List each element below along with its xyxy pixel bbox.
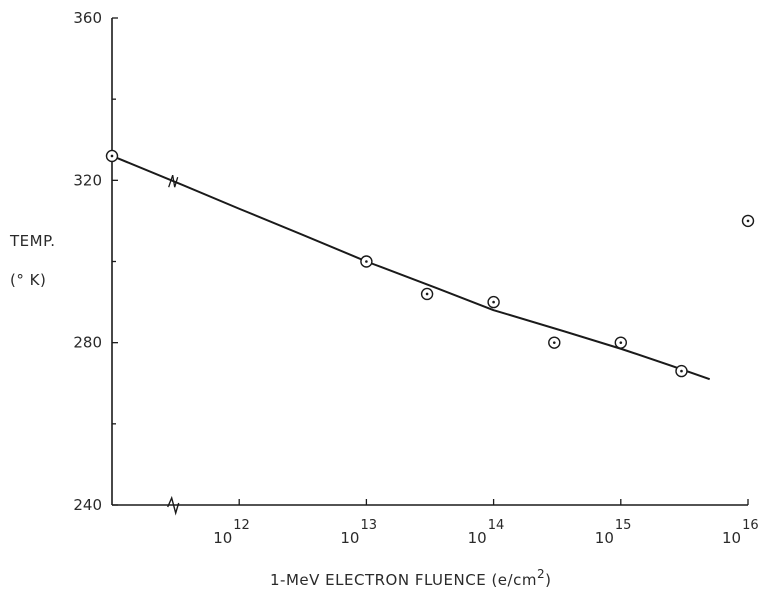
x-axis-ticks: 1012 1013 1014 1015 1016 [213, 499, 759, 547]
x-axis-title-main: 1-MeV ELECTRON FLUENCE (e/cm [270, 571, 537, 589]
y-tick-label: 240 [73, 496, 102, 514]
y-axis-title-line1: TEMP. [9, 232, 56, 250]
axes [111, 18, 748, 516]
data-point-dot [552, 341, 556, 344]
y-axis-title-line2: (° K) [10, 271, 46, 289]
data-point-dot [619, 341, 623, 344]
x-tick-label: 1013 [340, 518, 377, 547]
data-point-dot [110, 154, 114, 158]
data-point [105, 149, 119, 163]
x-tick-label: 1012 [213, 518, 250, 547]
x-axis-break-mark [167, 495, 180, 516]
data-points [105, 149, 755, 378]
data-point [548, 336, 561, 349]
y-tick-label: 280 [73, 334, 102, 352]
data-point-dot [425, 292, 429, 296]
data-point [487, 295, 500, 309]
data-point [614, 336, 627, 349]
x-tick-label: 1015 [595, 518, 632, 547]
y-axis-ticks: 240 280 320 360 [73, 9, 118, 514]
y-tick-label: 360 [73, 9, 102, 27]
x-axis-title: 1-MeV ELECTRON FLUENCE (e/cm2) [270, 567, 551, 589]
data-point [420, 287, 434, 301]
x-tick-label: 1016 [722, 518, 759, 547]
data-point-dot [746, 219, 750, 223]
data-point-dot [492, 300, 495, 304]
data-point [675, 364, 688, 378]
data-point-dot [365, 260, 368, 263]
y-tick-label: 320 [73, 171, 102, 189]
data-point [360, 255, 373, 268]
x-axis-title-sup: 2 [537, 567, 545, 581]
x-axis-title-tail: ) [545, 571, 551, 589]
data-point [741, 214, 755, 228]
data-point-dot [680, 369, 683, 373]
x-tick-label: 1014 [468, 518, 505, 547]
